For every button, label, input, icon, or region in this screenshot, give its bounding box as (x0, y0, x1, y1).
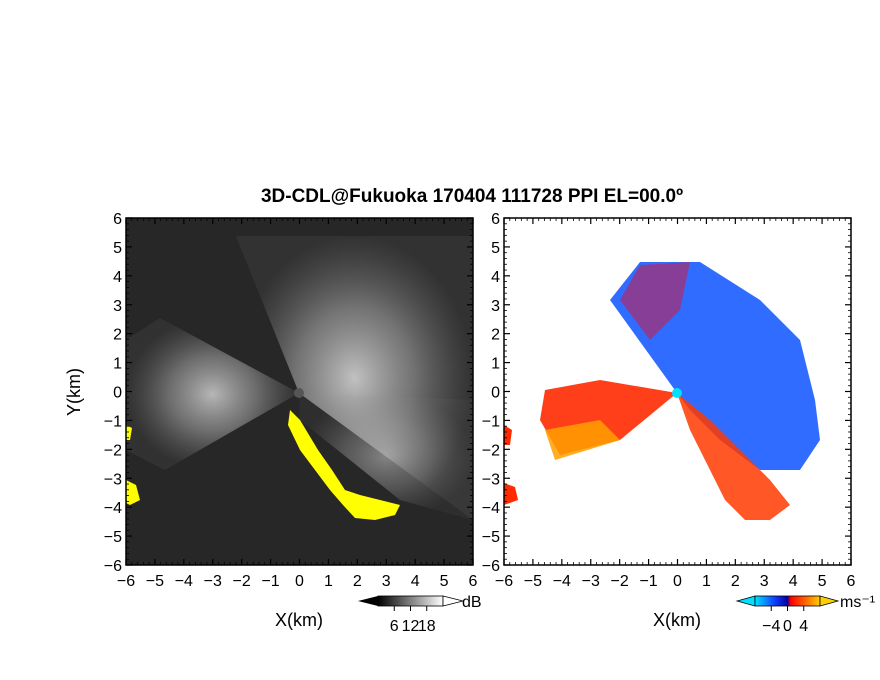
y-tick-label: 4 (491, 269, 500, 286)
y-tick-label: 3 (491, 298, 500, 315)
colorbar-right-arrow (819, 595, 840, 607)
y-tick-label: 6 (491, 211, 500, 228)
velocity-colorbar: ms⁻¹ −4 0 4 (735, 594, 875, 635)
echo-inbound-orange-west (545, 420, 620, 460)
y-tick-label: 1 (113, 356, 122, 373)
x-tick-label: −2 (233, 573, 251, 590)
x-tick-label: −4 (175, 573, 193, 590)
x-tick-label: −6 (495, 573, 513, 590)
x-axis-title-left: X(km) (275, 610, 323, 630)
y-tick-label: 0 (491, 385, 500, 402)
echo-edge-west (504, 425, 512, 445)
y-tick-label: 2 (113, 327, 122, 344)
y-tick-label: −1 (104, 413, 122, 430)
x-tick-label: −3 (204, 573, 222, 590)
x-tick-label: 4 (411, 573, 420, 590)
radar-site-marker (294, 388, 304, 398)
x-tick-label: −1 (261, 573, 279, 590)
echo-band-yellow-west-2 (126, 425, 132, 440)
x-tick-label: 2 (353, 573, 362, 590)
radar-site-marker (672, 388, 682, 398)
x-tick-label: 4 (789, 573, 798, 590)
reflectivity-panel (125, 217, 474, 566)
y-tick-label: −2 (104, 442, 122, 459)
x-tick-label: 6 (469, 573, 478, 590)
colorbar-tick-label: 18 (418, 618, 436, 635)
y-tick-label: 3 (113, 298, 122, 315)
echo-band-yellow-west (126, 480, 140, 505)
y-tick-label: −3 (104, 471, 122, 488)
x-tick-label: 1 (702, 573, 711, 590)
y-tick-label: −2 (482, 442, 500, 459)
echo-inbound-red-south (677, 393, 790, 520)
y-tick-label: 5 (113, 240, 122, 257)
velocity-panel (503, 217, 852, 566)
colorbar-unit: dB (462, 594, 482, 611)
y-tick-label: 1 (491, 356, 500, 373)
velocity-axes: −6 −5 −4 −3 −2 −1 0 1 2 3 4 5 6 −6 −5 −4 −3 −2 −1 0 1 2 3 4 5 6 (482, 211, 856, 590)
x-tick-label: 5 (818, 573, 827, 590)
x-tick-label: −3 (582, 573, 600, 590)
colorbar-tick-label: 6 (390, 618, 399, 635)
echo-band-yellow-south (288, 410, 400, 520)
chart-title: 3D-CDL@Fukuoka 170404 111728 PPI EL=00.0… (260, 186, 684, 207)
y-tick-label: −5 (104, 529, 122, 546)
colorbar-right-arrow (442, 595, 464, 607)
x-tick-label: 0 (295, 573, 304, 590)
y-tick-label: 2 (491, 327, 500, 344)
x-tick-label: −4 (553, 573, 571, 590)
y-axis-title: Y(km) (64, 368, 84, 416)
colorbar-tick-label: −4 (762, 618, 780, 635)
colorbar-left-arrow (735, 595, 756, 607)
x-tick-label: 0 (673, 573, 682, 590)
colorbar-tick-label: 0 (783, 618, 792, 635)
colorbar-unit: ms⁻¹ (840, 594, 875, 611)
x-tick-label: −1 (639, 573, 657, 590)
y-tick-label: −4 (104, 500, 122, 517)
colorbar-tick-label: 12 (402, 618, 420, 635)
x-axis-title-right: X(km) (653, 610, 701, 630)
colorbar-tick-label: 4 (799, 618, 808, 635)
y-tick-label: −3 (482, 471, 500, 488)
colorbar-left-arrow (358, 596, 378, 606)
echo-mixed-north (620, 262, 690, 340)
x-tick-label: −6 (117, 573, 135, 590)
y-tick-label: −6 (104, 558, 122, 575)
y-tick-label: −6 (482, 558, 500, 575)
x-tick-label: 2 (731, 573, 740, 590)
echo-edge-southwest (504, 483, 518, 505)
reflectivity-axes: −6 −5 −4 −3 −2 −1 0 1 2 3 4 5 6 −6 −5 −4 −3 −2 −1 0 1 2 3 4 5 6 (104, 211, 478, 590)
echo-sector-southeast (299, 393, 473, 520)
echo-sector-west (126, 318, 299, 470)
y-tick-label: −4 (482, 500, 500, 517)
y-tick-label: −5 (482, 529, 500, 546)
y-tick-label: 4 (113, 269, 122, 286)
x-tick-label: 5 (440, 573, 449, 590)
y-tick-label: 5 (491, 240, 500, 257)
x-tick-label: 3 (760, 573, 769, 590)
x-tick-label: −2 (611, 573, 629, 590)
y-tick-label: −1 (482, 413, 500, 430)
x-tick-label: 6 (847, 573, 856, 590)
x-tick-label: −5 (146, 573, 164, 590)
x-tick-label: 1 (324, 573, 333, 590)
y-tick-label: 0 (113, 385, 122, 402)
colorbar-gradient (754, 595, 821, 607)
y-tick-label: 6 (113, 211, 122, 228)
x-tick-label: 3 (382, 573, 391, 590)
x-tick-label: −5 (524, 573, 542, 590)
colorbar-gradient (377, 595, 444, 607)
